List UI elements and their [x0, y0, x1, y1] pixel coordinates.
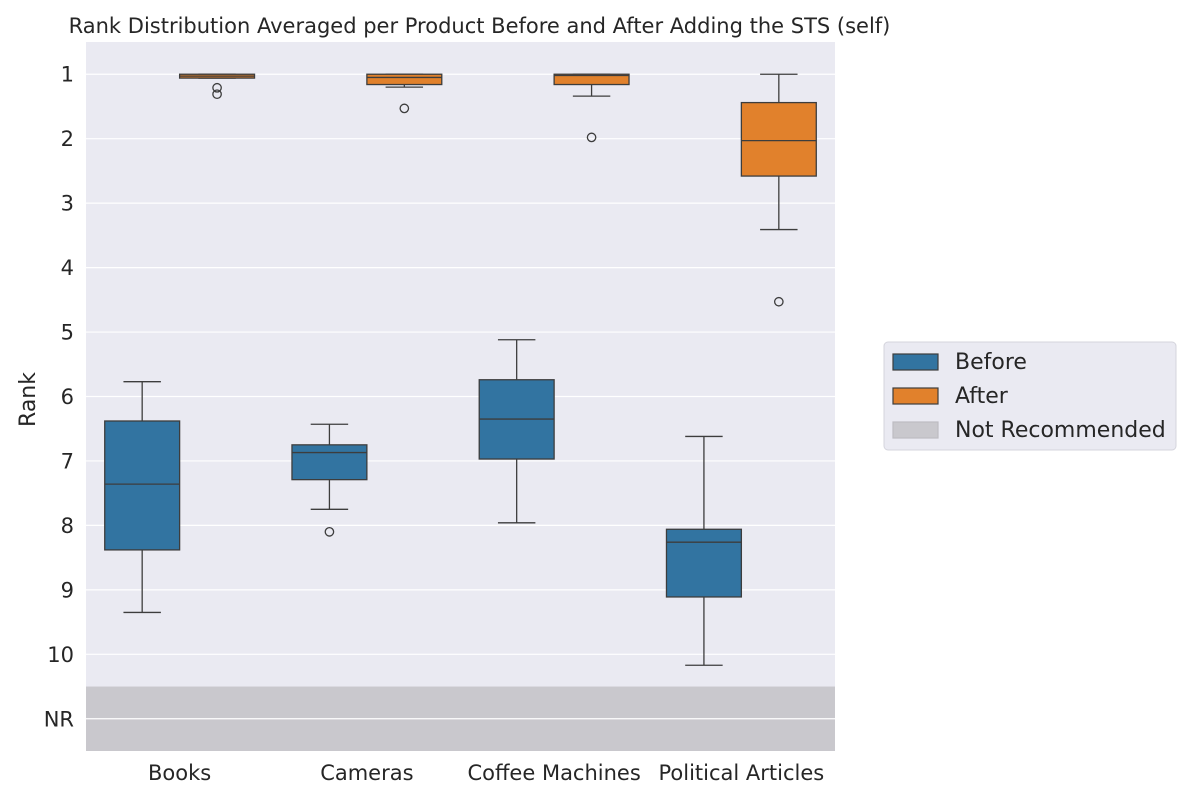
- box-iqr: [553, 73, 630, 86]
- y-tick-label: 8: [61, 514, 74, 538]
- gridlines: [86, 73, 835, 720]
- box-after-1: [366, 73, 443, 114]
- x-axis-ticks: Books Cameras Coffee Machines Political Art…: [148, 761, 824, 785]
- outlier-point: [212, 89, 222, 100]
- box-before-0: [104, 381, 181, 614]
- box-plots: [104, 73, 817, 666]
- y-axis-ticks: 1 2 3 4 5 6 7 8 9 10 NR: [44, 63, 74, 732]
- box-iqr: [366, 73, 443, 86]
- box-before-2: [478, 339, 555, 524]
- box-iqr: [291, 444, 368, 481]
- x-tick-label: Books: [148, 761, 211, 785]
- y-tick-label: NR: [44, 707, 74, 731]
- outlier-point: [586, 132, 597, 143]
- y-tick-label: 7: [61, 449, 74, 473]
- legend-swatch: [892, 387, 939, 405]
- box-iqr: [740, 101, 817, 177]
- x-tick-label: Coffee Machines: [467, 761, 640, 785]
- x-tick-label: Cameras: [320, 761, 413, 785]
- legend-swatch: [892, 421, 939, 439]
- y-tick-label: 2: [61, 127, 74, 151]
- outlier-point: [212, 82, 222, 93]
- box-after-3: [740, 73, 817, 307]
- y-tick-label: 3: [61, 192, 74, 216]
- box-before-3: [665, 435, 743, 666]
- y-axis-label: Rank: [16, 372, 41, 427]
- box-before-1: [291, 423, 368, 537]
- box-after-2: [553, 73, 630, 143]
- outlier-point: [399, 103, 410, 114]
- legend-label: Before: [955, 350, 1027, 375]
- outlier-point: [773, 296, 784, 307]
- box-after-0: [178, 73, 256, 100]
- x-tick-label: Political Articles: [659, 761, 825, 785]
- y-tick-label: 4: [61, 256, 74, 280]
- box-iqr: [104, 420, 181, 551]
- legend-frame: [883, 341, 1177, 451]
- outlier-point: [324, 527, 335, 537]
- y-tick-label: 5: [61, 321, 74, 345]
- y-tick-label: 1: [61, 63, 74, 87]
- chart-title: Rank Distribution Averaged per Product B…: [69, 14, 891, 38]
- y-tick-label: 6: [61, 385, 74, 409]
- y-tick-label: 9: [61, 578, 74, 602]
- box-iqr: [665, 528, 743, 598]
- legend-label: After: [955, 384, 1009, 409]
- legend-swatch: [892, 353, 939, 371]
- legend: Before After Not Recommended: [883, 341, 1177, 451]
- legend-label: Not Recommended: [955, 418, 1166, 443]
- y-tick-label: 10: [47, 643, 74, 667]
